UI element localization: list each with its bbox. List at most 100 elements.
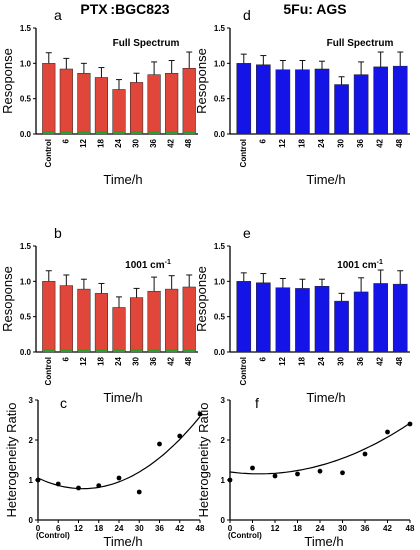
bar <box>256 282 271 353</box>
x-tick-label: Control <box>44 357 53 385</box>
panel-a: a 0.0 0.5 1.0 1.5 Control 6 12 18 24 30 36 42 48 Full … <box>0 7 198 187</box>
y-axis-label: Resoponse <box>0 48 15 114</box>
x-control-note: (Control) <box>36 531 70 540</box>
x-tick-label: 30 <box>132 138 141 147</box>
panel-letter-e: e <box>243 225 251 241</box>
bar <box>59 285 73 353</box>
data-point <box>55 481 61 487</box>
data-point <box>157 441 162 447</box>
bar <box>392 283 408 353</box>
x-tick-label: 30 <box>135 524 144 533</box>
x-tick-label: 48 <box>395 356 404 365</box>
bar-base <box>148 349 160 352</box>
bar-base <box>42 131 55 134</box>
x-tick-label: 18 <box>94 524 103 533</box>
x-tick-label: 42 <box>376 138 385 147</box>
bar-base <box>42 349 55 352</box>
x-tick-label: 30 <box>338 524 347 533</box>
bar <box>42 281 56 353</box>
bar <box>236 281 252 353</box>
data-point <box>295 471 300 477</box>
x-tick-label: 12 <box>79 356 88 365</box>
x-tick-label: 36 <box>149 356 158 365</box>
x-tick-label: Control <box>239 139 248 167</box>
data-point <box>272 473 278 479</box>
panel-letter-c: c <box>60 395 67 411</box>
bar <box>112 307 126 353</box>
x-tick-label: 30 <box>337 356 346 365</box>
x-tick-label: 0 <box>36 524 41 533</box>
y-tick-label: 3 <box>221 396 226 405</box>
y-axis-label: Resoponse <box>0 266 15 332</box>
x-tick-label: 30 <box>337 138 346 147</box>
y-tick-label: 1.0 <box>214 59 226 68</box>
chart-annotation: 1001 cm-1 <box>125 259 171 271</box>
bar <box>59 68 73 135</box>
fit-curve <box>229 422 411 475</box>
x-tick-label: 12 <box>79 138 88 147</box>
x-control-note: (Control) <box>228 531 262 540</box>
x-tick-label: Control <box>239 357 248 385</box>
bar <box>373 66 388 135</box>
bar <box>353 291 369 353</box>
x-tick-label: 24 <box>114 138 123 147</box>
y-tick-label: 0.5 <box>20 313 32 322</box>
y-tick-label: 1.5 <box>214 24 226 33</box>
bar <box>94 77 109 135</box>
y-tick-label: 1.5 <box>20 242 32 251</box>
x-tick-label: 36 <box>356 138 365 147</box>
y-tick-label: 0.0 <box>214 130 226 139</box>
annotation-main: 1001 cm <box>337 260 377 271</box>
data-point <box>340 470 345 476</box>
y-tick-label: 1 <box>221 476 226 485</box>
x-tick-label: 24 <box>114 356 123 365</box>
x-tick-label: 48 <box>196 524 205 533</box>
panel-b: b 0.0 0.5 1.0 1.5 Control 6 12 18 24 30 36 42 48 1001 … <box>0 225 198 405</box>
x-tick-label: 12 <box>278 356 287 365</box>
bar-base <box>78 131 90 134</box>
panel-d: d 0.0 0.5 1.0 1.5 Control 6 12 18 24 30 36 42 48 Full … <box>194 7 410 187</box>
x-tick-label: 48 <box>184 356 193 365</box>
bar <box>147 74 161 135</box>
y-tick-label: 1.5 <box>214 242 226 251</box>
x-tick-label: 42 <box>175 524 184 533</box>
x-axis-label: Time/h <box>304 534 343 549</box>
annotation-main: 1001 cm <box>125 260 165 271</box>
bar <box>334 84 349 135</box>
bar <box>353 74 369 135</box>
x-tick-label: 18 <box>293 524 302 533</box>
bar-base <box>165 349 178 352</box>
x-tick-label: 42 <box>167 138 176 147</box>
data-point <box>317 468 323 474</box>
bar <box>295 288 310 353</box>
y-tick-label: 2 <box>221 436 226 445</box>
x-axis-label: Time/h <box>103 390 142 405</box>
chart-annotation: 1001 cm-1 <box>337 259 383 271</box>
y-tick-label: 0.0 <box>20 130 32 139</box>
x-tick-label: 18 <box>297 356 306 365</box>
bar <box>42 63 56 135</box>
data-point <box>116 475 122 481</box>
bar <box>275 69 291 135</box>
x-tick-label: 6 <box>61 356 70 361</box>
y-tick-label: 1.0 <box>214 277 226 286</box>
bar <box>275 287 291 353</box>
bar <box>295 69 310 135</box>
bar-base <box>60 349 73 352</box>
y-axis-label: Resoponse <box>194 48 209 114</box>
fit-curve <box>37 416 201 490</box>
bar-base <box>95 131 108 134</box>
x-tick-label: 6 <box>258 356 267 361</box>
x-axis-label: Time/h <box>103 172 142 187</box>
bar <box>334 300 349 353</box>
data-point <box>35 477 41 483</box>
data-point <box>76 485 81 491</box>
y-tick-label: 0.5 <box>214 95 226 104</box>
x-tick-label: 6 <box>258 138 267 143</box>
x-tick-label: 18 <box>96 138 105 147</box>
y-tick-label: 2 <box>29 436 34 445</box>
x-tick-label: 6 <box>250 524 255 533</box>
